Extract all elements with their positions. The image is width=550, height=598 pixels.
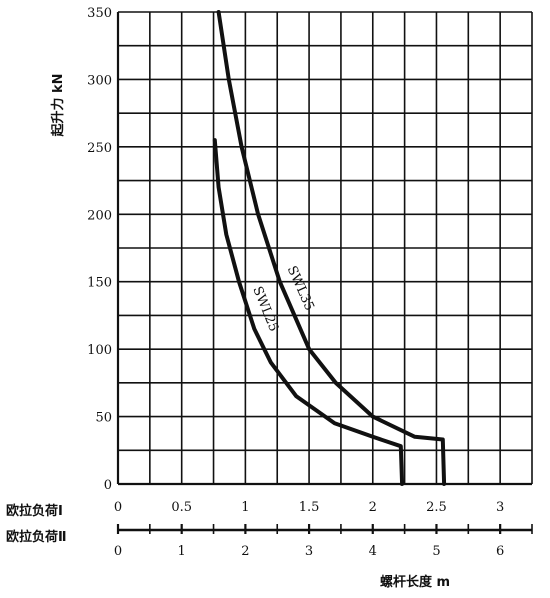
y-tick-label: 150 (87, 276, 112, 291)
x-axis-label: 螺杆长度 m (380, 574, 450, 590)
scale-2-name: 欧拉负荷Ⅱ (6, 529, 67, 545)
y-tick-label: 300 (87, 73, 112, 88)
y-tick-label: 250 (87, 141, 112, 156)
y-tick-label: 350 (87, 6, 112, 21)
y-tick-label: 50 (95, 411, 112, 426)
scale-1-tick-label: 2.5 (426, 500, 447, 515)
scale-1-tick-label: 0 (114, 500, 122, 515)
scale-1-tick-label: 0.5 (171, 500, 192, 515)
scale-euler-1: 欧拉负荷Ⅰ 0 0.5 1 1.5 2 2.5 3 (6, 500, 504, 519)
scale-2-tick-label: 1 (178, 544, 186, 559)
y-tick-label: 200 (87, 208, 112, 223)
scale-1-tick-label: 1.5 (299, 500, 320, 515)
grid (116, 11, 533, 486)
scale-2-tick-label: 3 (305, 544, 313, 559)
scale-1-tick-label: 1 (241, 500, 249, 515)
y-axis-label: 起升力 kN (50, 73, 66, 137)
scale-2-tick-label: 0 (114, 544, 122, 559)
scale-1-tick-label: 3 (496, 500, 504, 515)
scale-2-tick-label: 2 (241, 544, 249, 559)
curve-swl35 (216, 10, 447, 486)
scale-2-tick-label: 6 (496, 544, 504, 559)
scale-1-tick-label: 2 (369, 500, 377, 515)
scale-2-tick-label: 5 (432, 544, 440, 559)
curve-swl25 (212, 138, 405, 486)
scale-euler-2: 欧拉负荷Ⅱ 0 1 2 3 4 5 6 (6, 524, 533, 559)
scale-2-tick-label: 4 (369, 544, 377, 559)
y-tick-label: 100 (87, 343, 112, 358)
curves (212, 10, 447, 486)
y-tick-label: 0 (104, 478, 112, 493)
scale-1-name: 欧拉负荷Ⅰ (6, 503, 63, 519)
y-axis-ticks: 0 50 100 150 200 250 300 350 (87, 6, 112, 493)
